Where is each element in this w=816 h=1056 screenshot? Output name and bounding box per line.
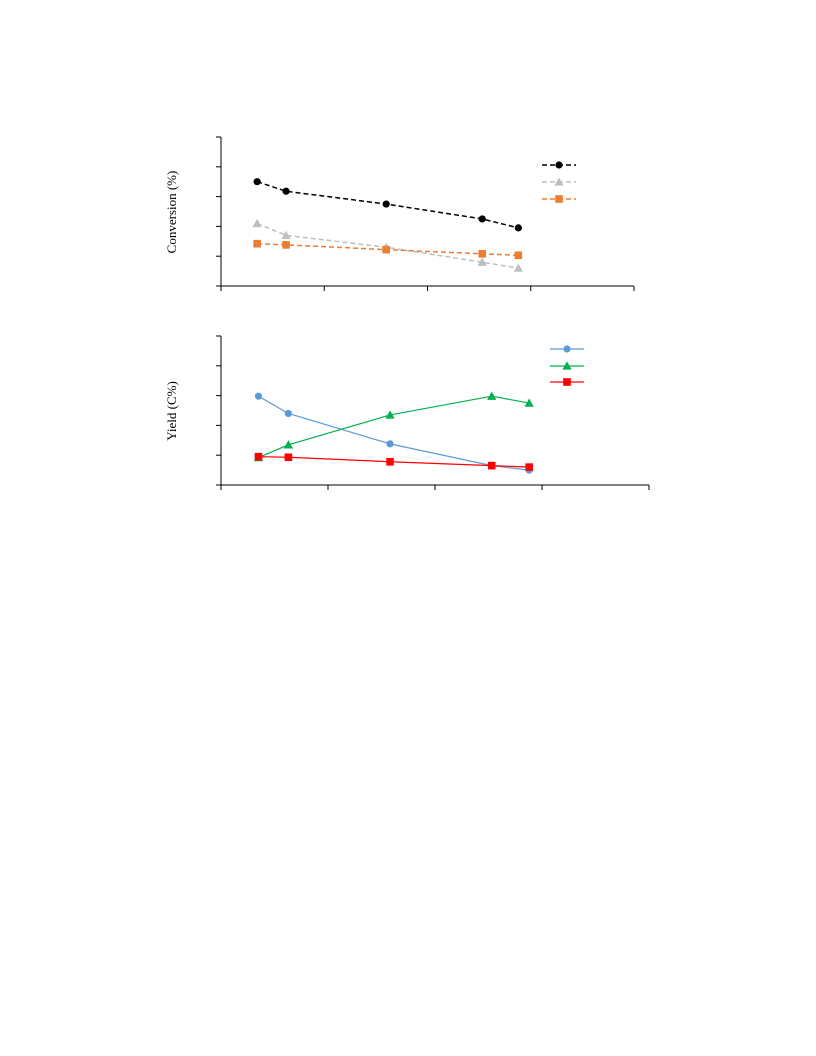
conversion-series-1-point [478, 215, 486, 223]
yield-series-3-point [254, 452, 263, 461]
yield-legend-3-marker [563, 378, 571, 386]
conversion-legend-3-marker [555, 195, 563, 203]
yield-legend-1-marker [563, 345, 571, 353]
conversion-series-3-point [514, 251, 523, 260]
yield-series-3-point [386, 457, 394, 466]
conversion-chart: Conversion (%) [164, 136, 635, 291]
yield-series-3-point [284, 453, 293, 462]
conversion-series-3-point [478, 250, 487, 258]
yield-series-2-point [283, 440, 294, 449]
conversion-series-1-point [382, 200, 390, 208]
yield-series-1-point [386, 440, 394, 448]
conversion-series-1-point [253, 178, 261, 186]
yield-series-1-point [284, 409, 293, 418]
yield-series-2-point [487, 391, 497, 400]
conversion-series-1-point [282, 187, 290, 195]
yield-series-2-line [258, 395, 530, 459]
conversion-series-3-point [253, 239, 261, 248]
yield-chart: Yield (C%) [164, 335, 650, 490]
conversion-series-2-point [513, 263, 523, 272]
conversion-series-1-point [514, 224, 522, 232]
conversion-y-axis-label: Conversion (%) [164, 171, 179, 254]
conversion-series-3-point [382, 245, 390, 254]
yield-series-1-point [254, 392, 263, 400]
yield-series-2-point [524, 398, 534, 407]
conversion-series-3-point [282, 241, 290, 249]
yield-series-3-point [525, 463, 533, 471]
conversion-series-2-point [252, 218, 262, 228]
conversion-legend-2-marker [554, 177, 564, 186]
conversion-legend-1-marker [555, 161, 563, 169]
yield-legend-2-marker [562, 361, 572, 370]
conversion-series-2-point [477, 257, 487, 266]
yield-y-axis-label: Yield (C%) [164, 381, 179, 441]
conversion-series-2-point [281, 230, 291, 240]
yield-series-2-point [385, 410, 395, 419]
yield-series-3-point [487, 461, 496, 470]
